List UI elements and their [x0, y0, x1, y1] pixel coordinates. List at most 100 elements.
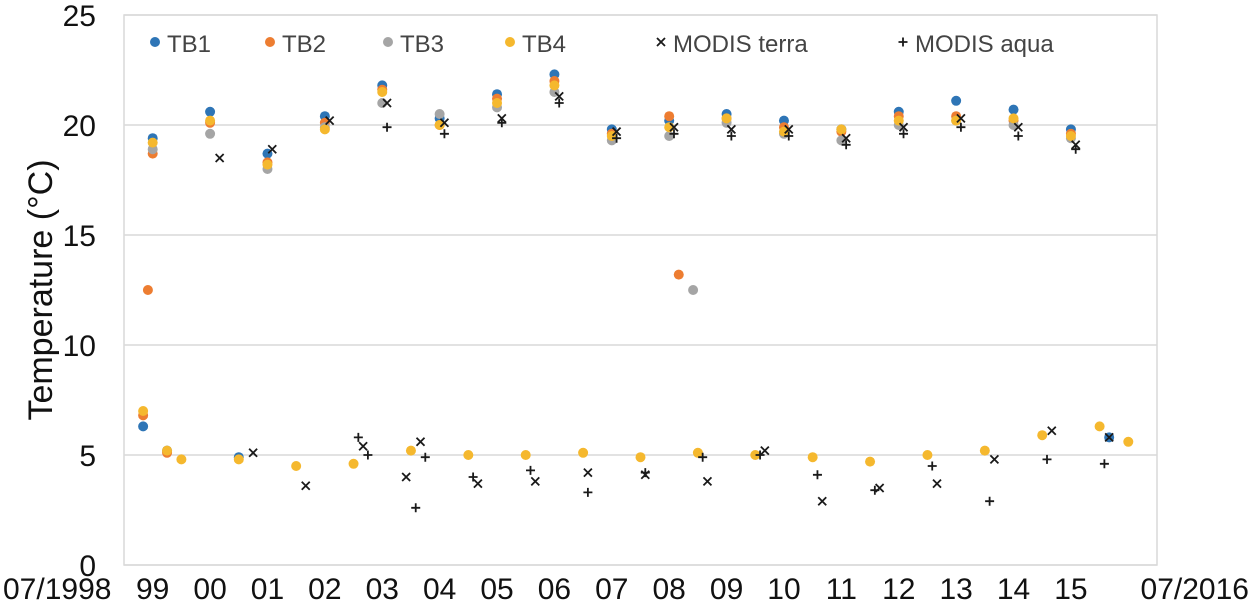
data-point-tb4: [578, 447, 589, 458]
data-point-tb3: [836, 135, 847, 146]
data-point-modis-terra: [439, 118, 450, 128]
data-point-modis-aqua: [1099, 459, 1109, 469]
x-tick-label: 13: [939, 573, 972, 606]
y-tick-label: 20: [63, 110, 96, 143]
data-point-tb4: [176, 454, 187, 465]
x-tick-label: 11: [826, 573, 857, 606]
data-point-modis-terra: [989, 454, 1000, 465]
data-point-modis-aqua: [870, 485, 880, 495]
data-point-modis-terra: [956, 113, 966, 124]
data-point-modis-terra: [248, 448, 258, 458]
data-point-modis-aqua: [353, 432, 363, 442]
data-point-tb4: [162, 445, 173, 456]
y-tick-label: 25: [63, 0, 96, 33]
data-point-modis-aqua: [363, 450, 373, 460]
data-point-modis-aqua: [612, 133, 622, 143]
legend-label-tb3: TB3: [400, 31, 444, 58]
y-axis-ticks: 0 5 10 15 20 25: [63, 0, 96, 583]
data-point-modis-terra: [1047, 426, 1057, 436]
data-point-modis-terra: [760, 445, 770, 456]
data-point-modis-aqua: [726, 131, 736, 141]
data-point-tb4: [664, 122, 675, 133]
data-point-modis-terra: [530, 476, 540, 487]
x-tick-label: 10: [767, 573, 800, 606]
x-tick-label: 15: [1054, 573, 1087, 606]
data-point-tb4: [1037, 430, 1048, 441]
data-point-modis-terra: [382, 98, 392, 108]
series-tb1: [138, 69, 1115, 463]
data-point-modis-aqua: [841, 140, 851, 150]
data-point-tb3: [205, 128, 216, 139]
data-point-modis-terra: [898, 122, 909, 132]
data-point-modis-aqua: [411, 503, 421, 513]
data-point-modis-aqua: [382, 122, 392, 132]
data-point-modis-terra: [1104, 432, 1114, 443]
data-point-modis-aqua: [468, 472, 478, 482]
legend-label-tb4: TB4: [522, 31, 566, 58]
data-point-tb3: [688, 285, 699, 295]
data-point-modis-aqua: [439, 129, 449, 139]
data-point-modis-aqua: [985, 496, 995, 506]
data-point-tb2: [142, 285, 153, 295]
legend-marker-tb2: [265, 37, 275, 47]
legend-marker-tb1: [150, 37, 160, 47]
data-point-modis-terra: [784, 124, 794, 135]
data-point-tb4: [778, 126, 789, 137]
data-point-tb4: [138, 406, 149, 416]
data-point-modis-terra: [726, 124, 737, 135]
legend-marker-modis-aqua: [898, 37, 908, 47]
data-point-tb4: [922, 450, 933, 460]
data-point-tb4: [721, 113, 732, 124]
data-point-modis-aqua: [1042, 454, 1052, 464]
data-point-modis-terra: [817, 496, 827, 506]
data-point-tb4: [319, 124, 330, 135]
data-point-tb4: [463, 450, 474, 460]
legend-label-modis-terra: MODIS terra: [673, 31, 808, 58]
data-point-tb1: [1008, 104, 1019, 115]
y-tick-label: 5: [79, 440, 96, 473]
data-point-tb4: [979, 445, 990, 456]
data-point-tb4: [865, 456, 876, 467]
data-point-modis-terra: [669, 122, 679, 132]
data-point-tb4: [147, 137, 158, 148]
data-point-tb4: [262, 159, 273, 170]
x-tick-label: 08: [653, 573, 686, 606]
data-point-tb3: [664, 131, 675, 141]
x-tick-label: 09: [710, 573, 743, 606]
legend-label-modis-aqua: MODIS aqua: [915, 31, 1054, 58]
grid-lines: [124, 14, 1157, 566]
data-point-tb4: [405, 445, 416, 456]
data-point-tb4: [233, 454, 244, 465]
x-tick-label: 07: [595, 573, 628, 606]
x-tick-label: 04: [423, 573, 456, 606]
y-tick-label: 0: [79, 550, 96, 583]
data-point-tb4: [434, 120, 445, 130]
data-point-tb4: [635, 452, 646, 463]
data-point-modis-aqua: [784, 131, 794, 141]
data-point-tb4: [893, 115, 904, 126]
data-point-modis-terra: [267, 144, 277, 154]
x-tick-label: 01: [251, 573, 284, 606]
data-point-modis-aqua: [755, 450, 765, 460]
plot-frame: [123, 14, 1158, 566]
legend-marker-modis-terra: [656, 37, 666, 47]
data-point-modis-terra: [473, 478, 483, 489]
data-point-modis-terra: [554, 91, 564, 102]
series-tb4: [138, 80, 1134, 471]
data-point-tb4: [1065, 131, 1076, 141]
data-point-tb2: [664, 111, 675, 122]
data-point-tb2: [673, 269, 684, 280]
data-point-modis-terra: [301, 481, 311, 491]
legend-label-tb1: TB1: [167, 31, 211, 58]
series-modis-terra: [215, 91, 1114, 506]
data-point-modis-aqua: [899, 129, 909, 139]
data-point-tb4: [807, 452, 818, 463]
x-tick-label: 07/1998: [3, 573, 111, 606]
data-point-modis-aqua: [420, 452, 430, 462]
series-tb2: [138, 76, 1076, 458]
data-point-modis-aqua: [927, 461, 937, 471]
data-point-tb4: [1094, 421, 1105, 432]
data-point-tb4: [291, 461, 302, 471]
data-point-tb1: [205, 106, 216, 117]
